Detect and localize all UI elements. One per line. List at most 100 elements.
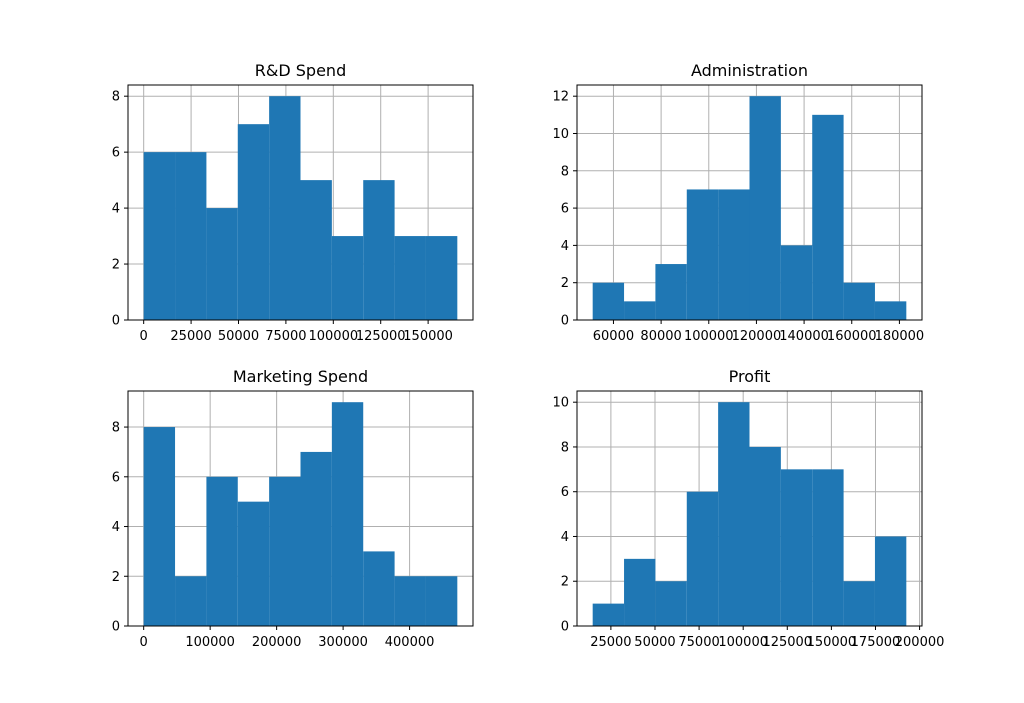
- x-tick-label: 100000: [684, 329, 734, 344]
- y-tick-label: 8: [561, 440, 569, 455]
- panel-rd-spend: 0 25000 50000 75000 10000012500015000002468 …: [112, 61, 474, 344]
- histogram-bar: [874, 301, 907, 320]
- x-tick-label: 80000: [640, 329, 681, 344]
- y-tick-label: 6: [561, 202, 569, 217]
- x-tick-label: 100000: [718, 635, 768, 650]
- x-tick-label: 50000: [634, 635, 675, 650]
- histogram-bar: [237, 501, 270, 626]
- y-tick-label: 0: [561, 314, 569, 329]
- y-tick-label: 0: [112, 314, 120, 329]
- histogram-bar: [143, 427, 176, 626]
- histogram-bar: [363, 180, 395, 320]
- x-tick-label: 25000: [170, 329, 211, 344]
- tick-layer: 60000 80000 100000120000140000160000180000…: [552, 90, 924, 344]
- x-tick-label: 160000: [827, 329, 877, 344]
- bar-layer: [592, 402, 907, 626]
- histogram-bar: [718, 189, 750, 320]
- tick-layer: 25000 50000 750001000001250001500001750002…: [552, 396, 944, 650]
- histogram-bar: [425, 236, 458, 320]
- x-tick-label: 75000: [265, 329, 306, 344]
- histogram-bar: [843, 282, 875, 320]
- histogram-bar: [592, 603, 625, 626]
- x-tick-label: 0: [140, 329, 148, 344]
- y-tick-label: 4: [561, 239, 569, 254]
- histogram-bar: [206, 208, 238, 320]
- x-tick-label: 50000: [218, 329, 259, 344]
- y-tick-label: 8: [561, 164, 569, 179]
- histogram-bar: [269, 476, 301, 626]
- x-tick-label: 200000: [895, 635, 945, 650]
- x-tick-label: 125000: [762, 635, 812, 650]
- y-tick-label: 6: [112, 470, 120, 485]
- histogram-bar: [624, 558, 656, 626]
- x-tick-label: 200000: [252, 635, 302, 650]
- y-tick-label: 2: [112, 258, 120, 273]
- y-tick-label: 8: [112, 421, 120, 436]
- x-tick-label: 150000: [403, 329, 453, 344]
- y-tick-label: 6: [561, 485, 569, 500]
- axes-frame: [127, 390, 474, 627]
- axes-frame: [576, 390, 923, 627]
- y-tick-label: 10: [552, 127, 569, 142]
- histogram-bar: [780, 245, 813, 320]
- histogram-bar: [300, 180, 332, 320]
- histogram-bar: [300, 451, 332, 626]
- x-tick-label: 100000: [308, 329, 358, 344]
- y-tick-label: 6: [112, 146, 120, 161]
- histogram-bar: [143, 152, 176, 320]
- histogram-bar: [718, 402, 750, 626]
- x-tick-label: 0: [140, 635, 148, 650]
- bar-layer: [143, 402, 458, 626]
- histogram-bar: [331, 402, 364, 626]
- y-tick-label: 8: [112, 90, 120, 105]
- axes-frame: [576, 84, 923, 321]
- histogram-bar: [749, 96, 781, 320]
- histogram-bar: [394, 576, 426, 626]
- histogram-bar: [812, 469, 844, 626]
- histogram-bar: [624, 301, 656, 320]
- y-tick-label: 4: [561, 530, 569, 545]
- histogram-bar: [655, 581, 687, 626]
- panel-profit: 25000 50000 750001000001250001500001750002…: [552, 367, 944, 650]
- histogram-bar: [686, 189, 719, 320]
- histogram-bar: [331, 236, 364, 320]
- y-tick-label: 2: [561, 575, 569, 590]
- x-tick-label: 150000: [807, 635, 857, 650]
- histogram-bar: [812, 114, 844, 320]
- histogram-bar: [175, 576, 207, 626]
- histogram-bar: [843, 581, 875, 626]
- histogram-bar: [780, 469, 813, 626]
- panel-title: Marketing Spend: [233, 367, 368, 386]
- histogram-bar: [237, 124, 270, 320]
- x-tick-label: 125000: [356, 329, 406, 344]
- x-tick-label: 25000: [590, 635, 631, 650]
- x-tick-label: 400000: [385, 635, 435, 650]
- panel-title: Profit: [729, 367, 771, 386]
- y-tick-label: 12: [552, 90, 569, 105]
- panel-title: R&D Spend: [255, 61, 346, 80]
- tick-layer: 0 100000 200000 300000 400000 0 2 4 6 8: [112, 421, 435, 650]
- histogram-bar: [874, 536, 907, 626]
- histogram-bar: [749, 446, 781, 626]
- histogram-bar: [655, 264, 687, 320]
- x-tick-label: 140000: [779, 329, 829, 344]
- panel-title: Administration: [691, 61, 808, 80]
- histogram-bar: [394, 236, 426, 320]
- y-tick-label: 4: [112, 520, 120, 535]
- x-tick-label: 75000: [678, 635, 719, 650]
- y-tick-label: 0: [561, 620, 569, 635]
- y-tick-label: 4: [112, 202, 120, 217]
- x-tick-label: 180000: [875, 329, 925, 344]
- bar-layer: [592, 96, 907, 320]
- histogram-bar: [592, 282, 625, 320]
- histogram-bar: [686, 491, 719, 626]
- x-tick-label: 300000: [318, 635, 368, 650]
- panel-administration: 60000 80000 100000120000140000160000180000…: [552, 61, 924, 344]
- y-tick-label: 10: [552, 396, 569, 411]
- histogram-bar: [269, 96, 301, 320]
- axes-frame: [127, 84, 474, 321]
- histogram-bar: [425, 576, 458, 626]
- y-tick-label: 2: [112, 570, 120, 585]
